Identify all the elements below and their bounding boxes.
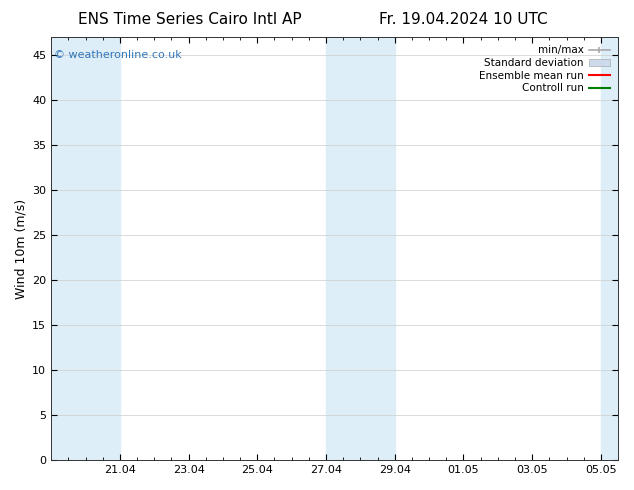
Y-axis label: Wind 10m (m/s): Wind 10m (m/s) <box>15 198 28 299</box>
Text: ENS Time Series Cairo Intl AP: ENS Time Series Cairo Intl AP <box>79 12 302 27</box>
Bar <box>601 37 618 460</box>
Bar <box>326 37 395 460</box>
Bar <box>51 37 120 460</box>
Legend: min/max, Standard deviation, Ensemble mean run, Controll run: min/max, Standard deviation, Ensemble me… <box>476 42 613 97</box>
Text: Fr. 19.04.2024 10 UTC: Fr. 19.04.2024 10 UTC <box>378 12 547 27</box>
Text: © weatheronline.co.uk: © weatheronline.co.uk <box>54 50 182 60</box>
